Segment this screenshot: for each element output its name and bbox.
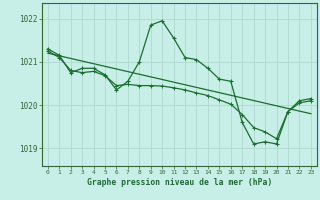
X-axis label: Graphe pression niveau de la mer (hPa): Graphe pression niveau de la mer (hPa) (87, 178, 272, 187)
